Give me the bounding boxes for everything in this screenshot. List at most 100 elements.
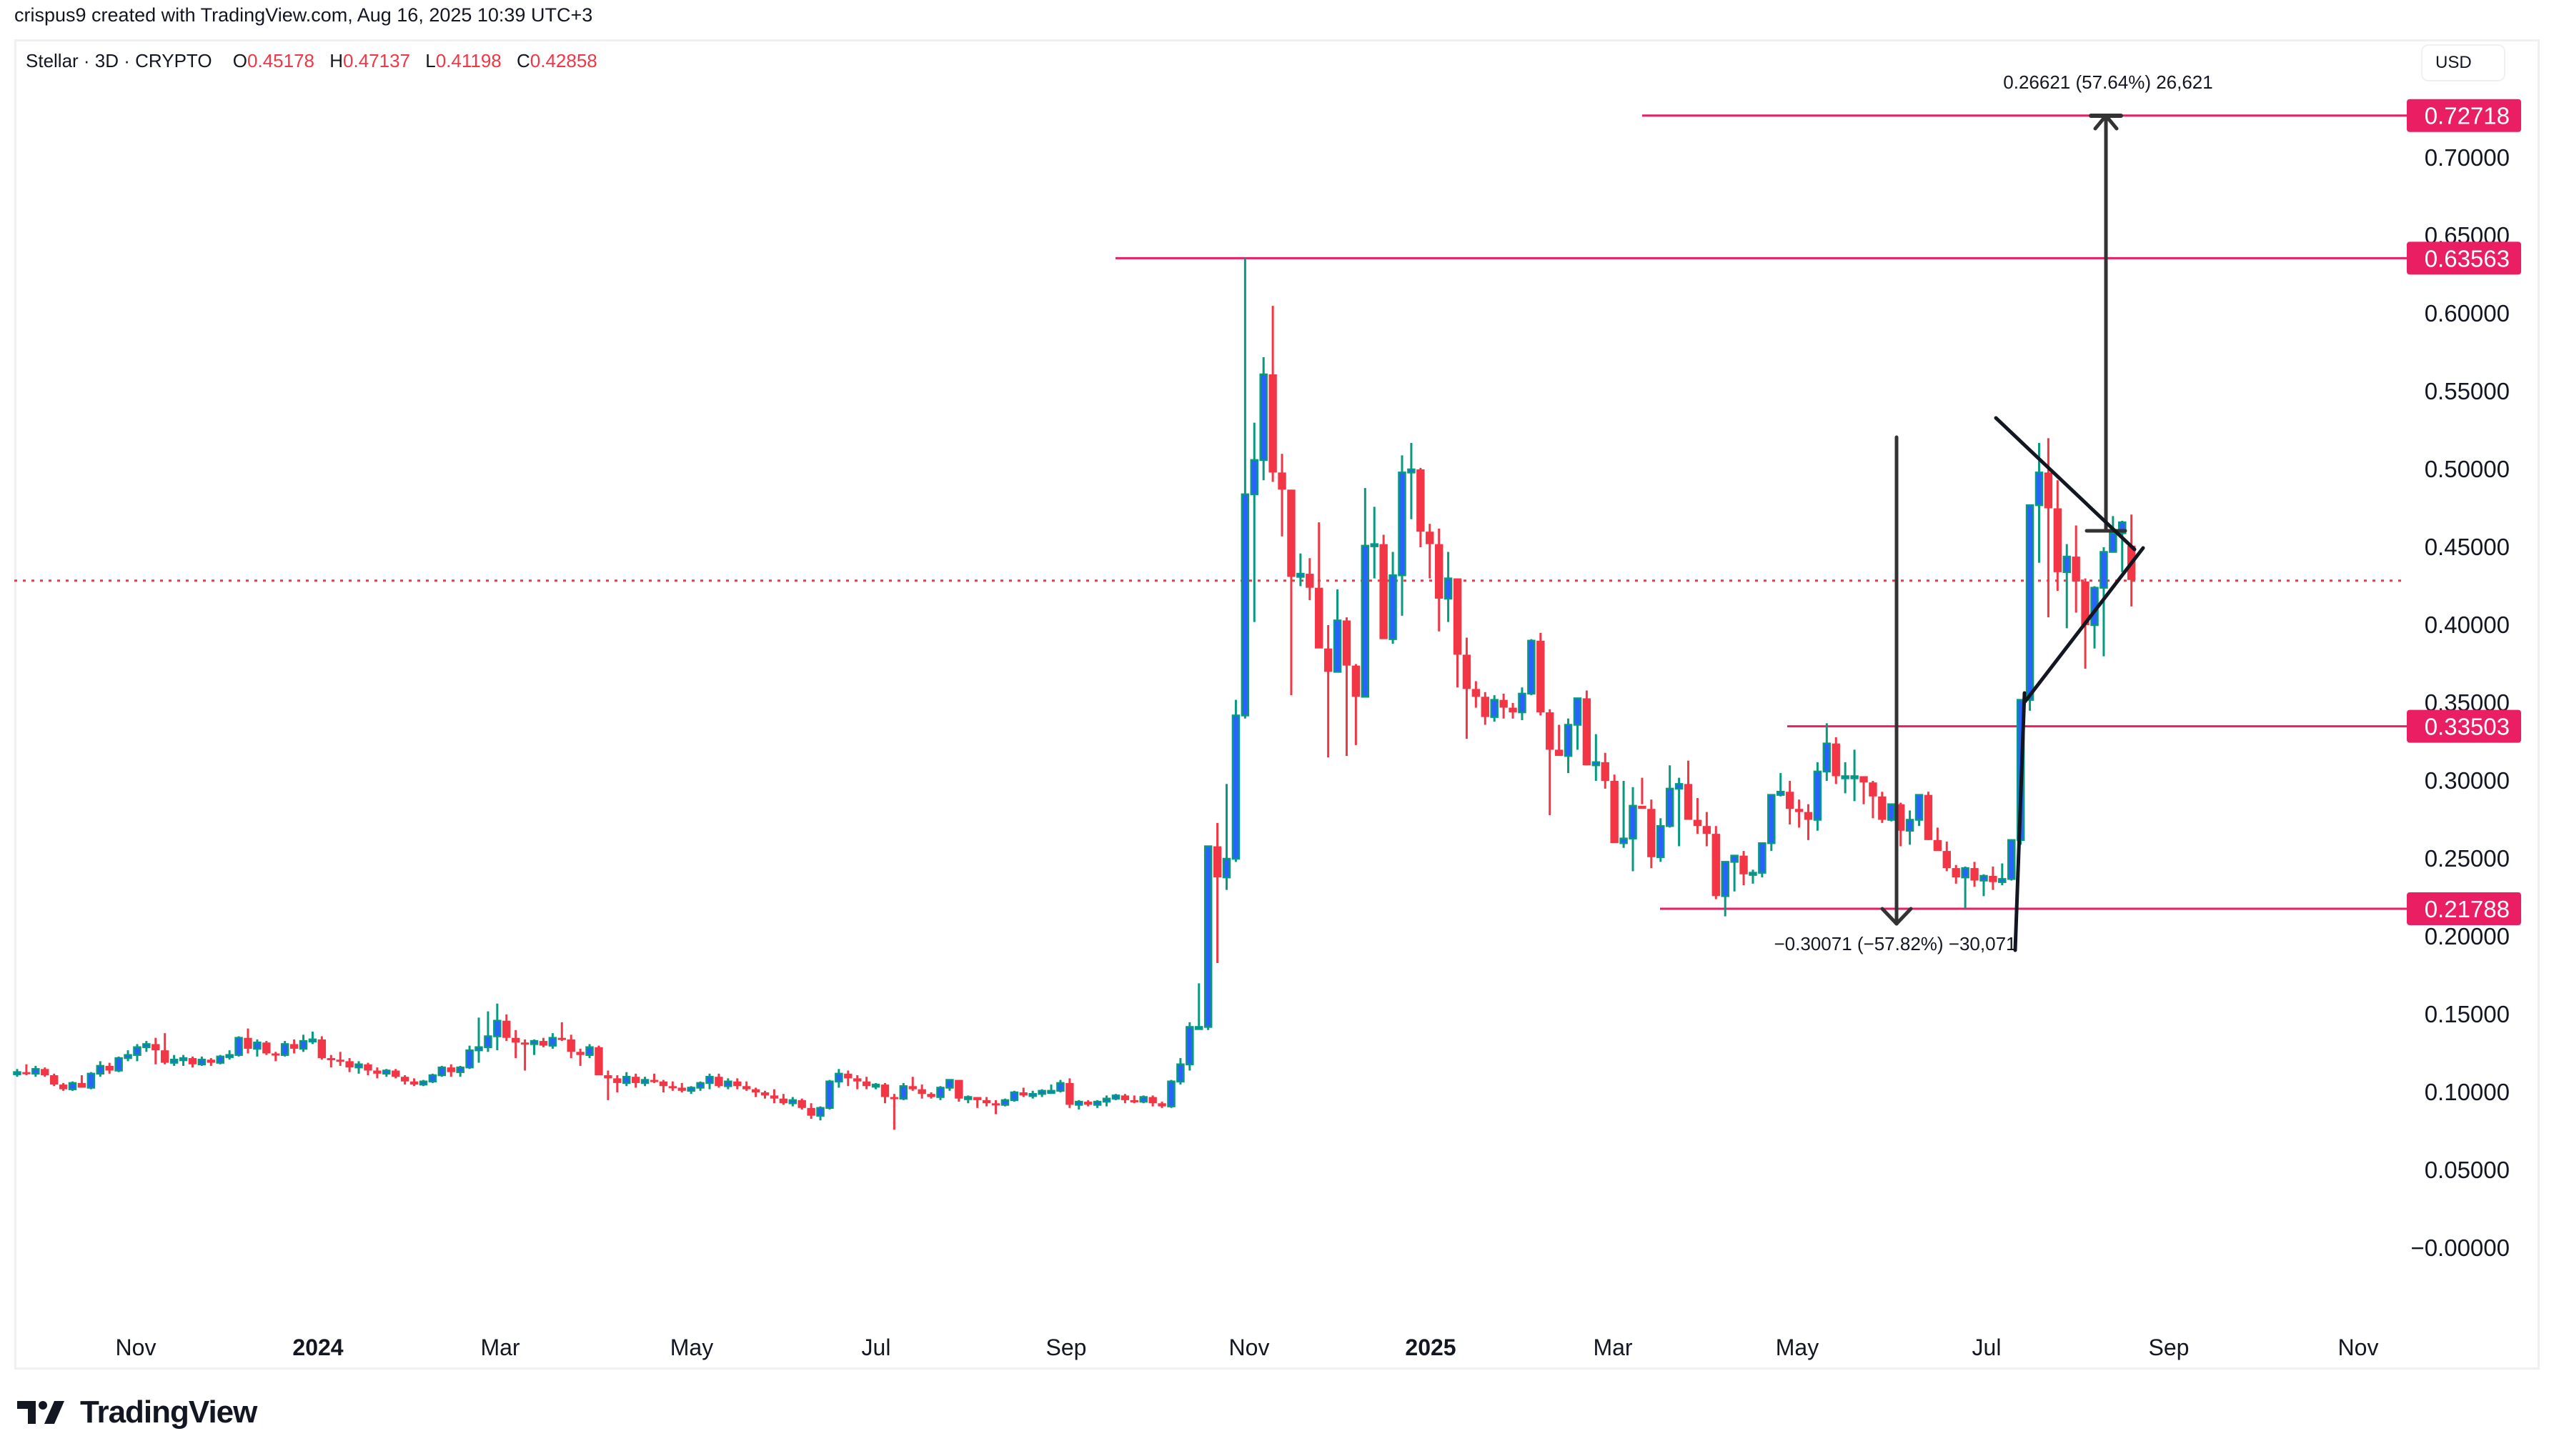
candle-body xyxy=(899,1085,908,1100)
bearish-candle xyxy=(409,1078,419,1087)
candle-body xyxy=(1222,857,1231,879)
candle-body xyxy=(1914,794,1924,821)
bullish-candle xyxy=(197,1056,207,1066)
bearish-candle xyxy=(1785,781,1794,825)
horizontal-levels[interactable] xyxy=(1115,114,2408,910)
bullish-candle xyxy=(419,1079,428,1087)
bearish-candle xyxy=(797,1098,806,1110)
candle-body xyxy=(308,1038,317,1043)
candle-body xyxy=(705,1075,714,1084)
candle-body xyxy=(197,1058,207,1066)
bullish-candle xyxy=(2090,586,2099,649)
candle-body xyxy=(1785,792,1794,809)
candle-body xyxy=(1047,1089,1055,1095)
price-tick: 0.20000 xyxy=(2425,923,2510,949)
candle-body xyxy=(1241,493,1250,717)
candle-body xyxy=(696,1082,705,1089)
candle-body xyxy=(493,1019,502,1037)
price-tick: 0.10000 xyxy=(2425,1079,2510,1105)
candle-body xyxy=(927,1094,935,1097)
time-axis[interactable]: Nov 2024 Mar May Jul Sep Nov 2025 Mar May Jul Sep No… xyxy=(116,1335,2379,1360)
candle-body xyxy=(1887,803,1896,821)
candle-body xyxy=(1527,639,1536,695)
bearish-candle xyxy=(1462,637,1471,739)
bearish-candle xyxy=(41,1067,49,1077)
bullish-candle xyxy=(1665,765,1674,828)
price-tag-bg xyxy=(2407,892,2521,926)
price-tag-bg xyxy=(2407,709,2521,743)
candle-body xyxy=(68,1082,77,1090)
open-value: 0.45178 xyxy=(247,50,314,71)
bearish-candle xyxy=(1379,534,1388,639)
candle-body xyxy=(1924,794,1933,840)
bearish-candle xyxy=(345,1058,354,1072)
candle-body xyxy=(1970,868,1979,881)
candle-body xyxy=(1573,697,1582,726)
candle-body xyxy=(1933,839,1942,852)
price-axis[interactable]: 0.700000.650000.600000.550000.500000.450… xyxy=(2410,144,2510,1261)
bearish-candle xyxy=(262,1041,271,1055)
bearish-candle xyxy=(1896,802,1905,847)
bullish-candle xyxy=(1186,1022,1194,1071)
candle-body xyxy=(1767,794,1776,844)
up-arrowhead-left xyxy=(2093,114,2108,131)
time-tick: Nov xyxy=(116,1335,156,1360)
bearish-candle xyxy=(631,1073,640,1088)
bearish-candle xyxy=(1989,866,1997,890)
candle-body xyxy=(640,1079,650,1084)
drawings[interactable] xyxy=(1880,114,2145,952)
bearish-candle xyxy=(668,1081,677,1091)
bearish-candle xyxy=(511,1029,520,1059)
symbol-title[interactable]: Stellar · 3D · CRYPTO xyxy=(26,50,212,71)
bearish-candle xyxy=(289,1039,299,1054)
candle-body xyxy=(751,1089,760,1092)
bearish-candle xyxy=(447,1064,455,1077)
bearish-candle xyxy=(1130,1095,1139,1104)
bearish-candle xyxy=(779,1094,788,1105)
candle-body xyxy=(336,1059,344,1062)
candle-body xyxy=(1601,762,1609,781)
candle-body xyxy=(520,1042,530,1045)
candle-body xyxy=(1656,824,1665,859)
bearish-candle xyxy=(927,1092,935,1099)
bearish-candle xyxy=(1601,752,1609,789)
bullish-candle xyxy=(1241,257,1250,719)
candle-body xyxy=(1278,472,1286,490)
candle-body xyxy=(1148,1097,1157,1104)
bearish-candle xyxy=(1416,467,1425,547)
bullish-candle xyxy=(1111,1094,1121,1100)
candle-body xyxy=(392,1070,400,1077)
bearish-candle xyxy=(1306,558,1314,601)
currency-button[interactable]: USD xyxy=(2421,44,2505,81)
candle-body xyxy=(631,1077,640,1083)
bearish-candle xyxy=(49,1073,59,1087)
bearish-candle xyxy=(918,1084,926,1099)
time-tick: Mar xyxy=(480,1335,520,1360)
bearish-candle xyxy=(1268,306,1277,482)
bullish-candle xyxy=(945,1079,954,1091)
bullish-candle xyxy=(1222,784,1231,890)
candle-body xyxy=(1702,826,1711,834)
bullish-candle xyxy=(382,1069,391,1077)
price-tick: 0.25000 xyxy=(2425,845,2510,872)
candle-body xyxy=(244,1037,252,1049)
bullish-candle xyxy=(1730,854,1739,892)
candle-body xyxy=(1804,812,1813,820)
candle-body xyxy=(1471,689,1481,697)
candle-body xyxy=(234,1037,243,1056)
bullish-candle xyxy=(2109,516,2117,553)
bearish-candle xyxy=(1702,812,1711,847)
bullish-candle xyxy=(280,1041,289,1057)
candle-body xyxy=(1407,468,1416,474)
candle-body xyxy=(1794,809,1804,812)
bullish-candle xyxy=(1573,697,1582,750)
bearish-candle xyxy=(760,1090,770,1099)
tradingview-logo[interactable]: TradingView xyxy=(17,1395,257,1430)
bullish-candle xyxy=(1905,810,1914,845)
bearish-candle xyxy=(22,1064,31,1076)
bullish-candle xyxy=(724,1078,732,1089)
price-tick: 0.50000 xyxy=(2425,456,2510,482)
chart-frame xyxy=(14,39,2540,1370)
candle-body xyxy=(2053,508,2062,572)
